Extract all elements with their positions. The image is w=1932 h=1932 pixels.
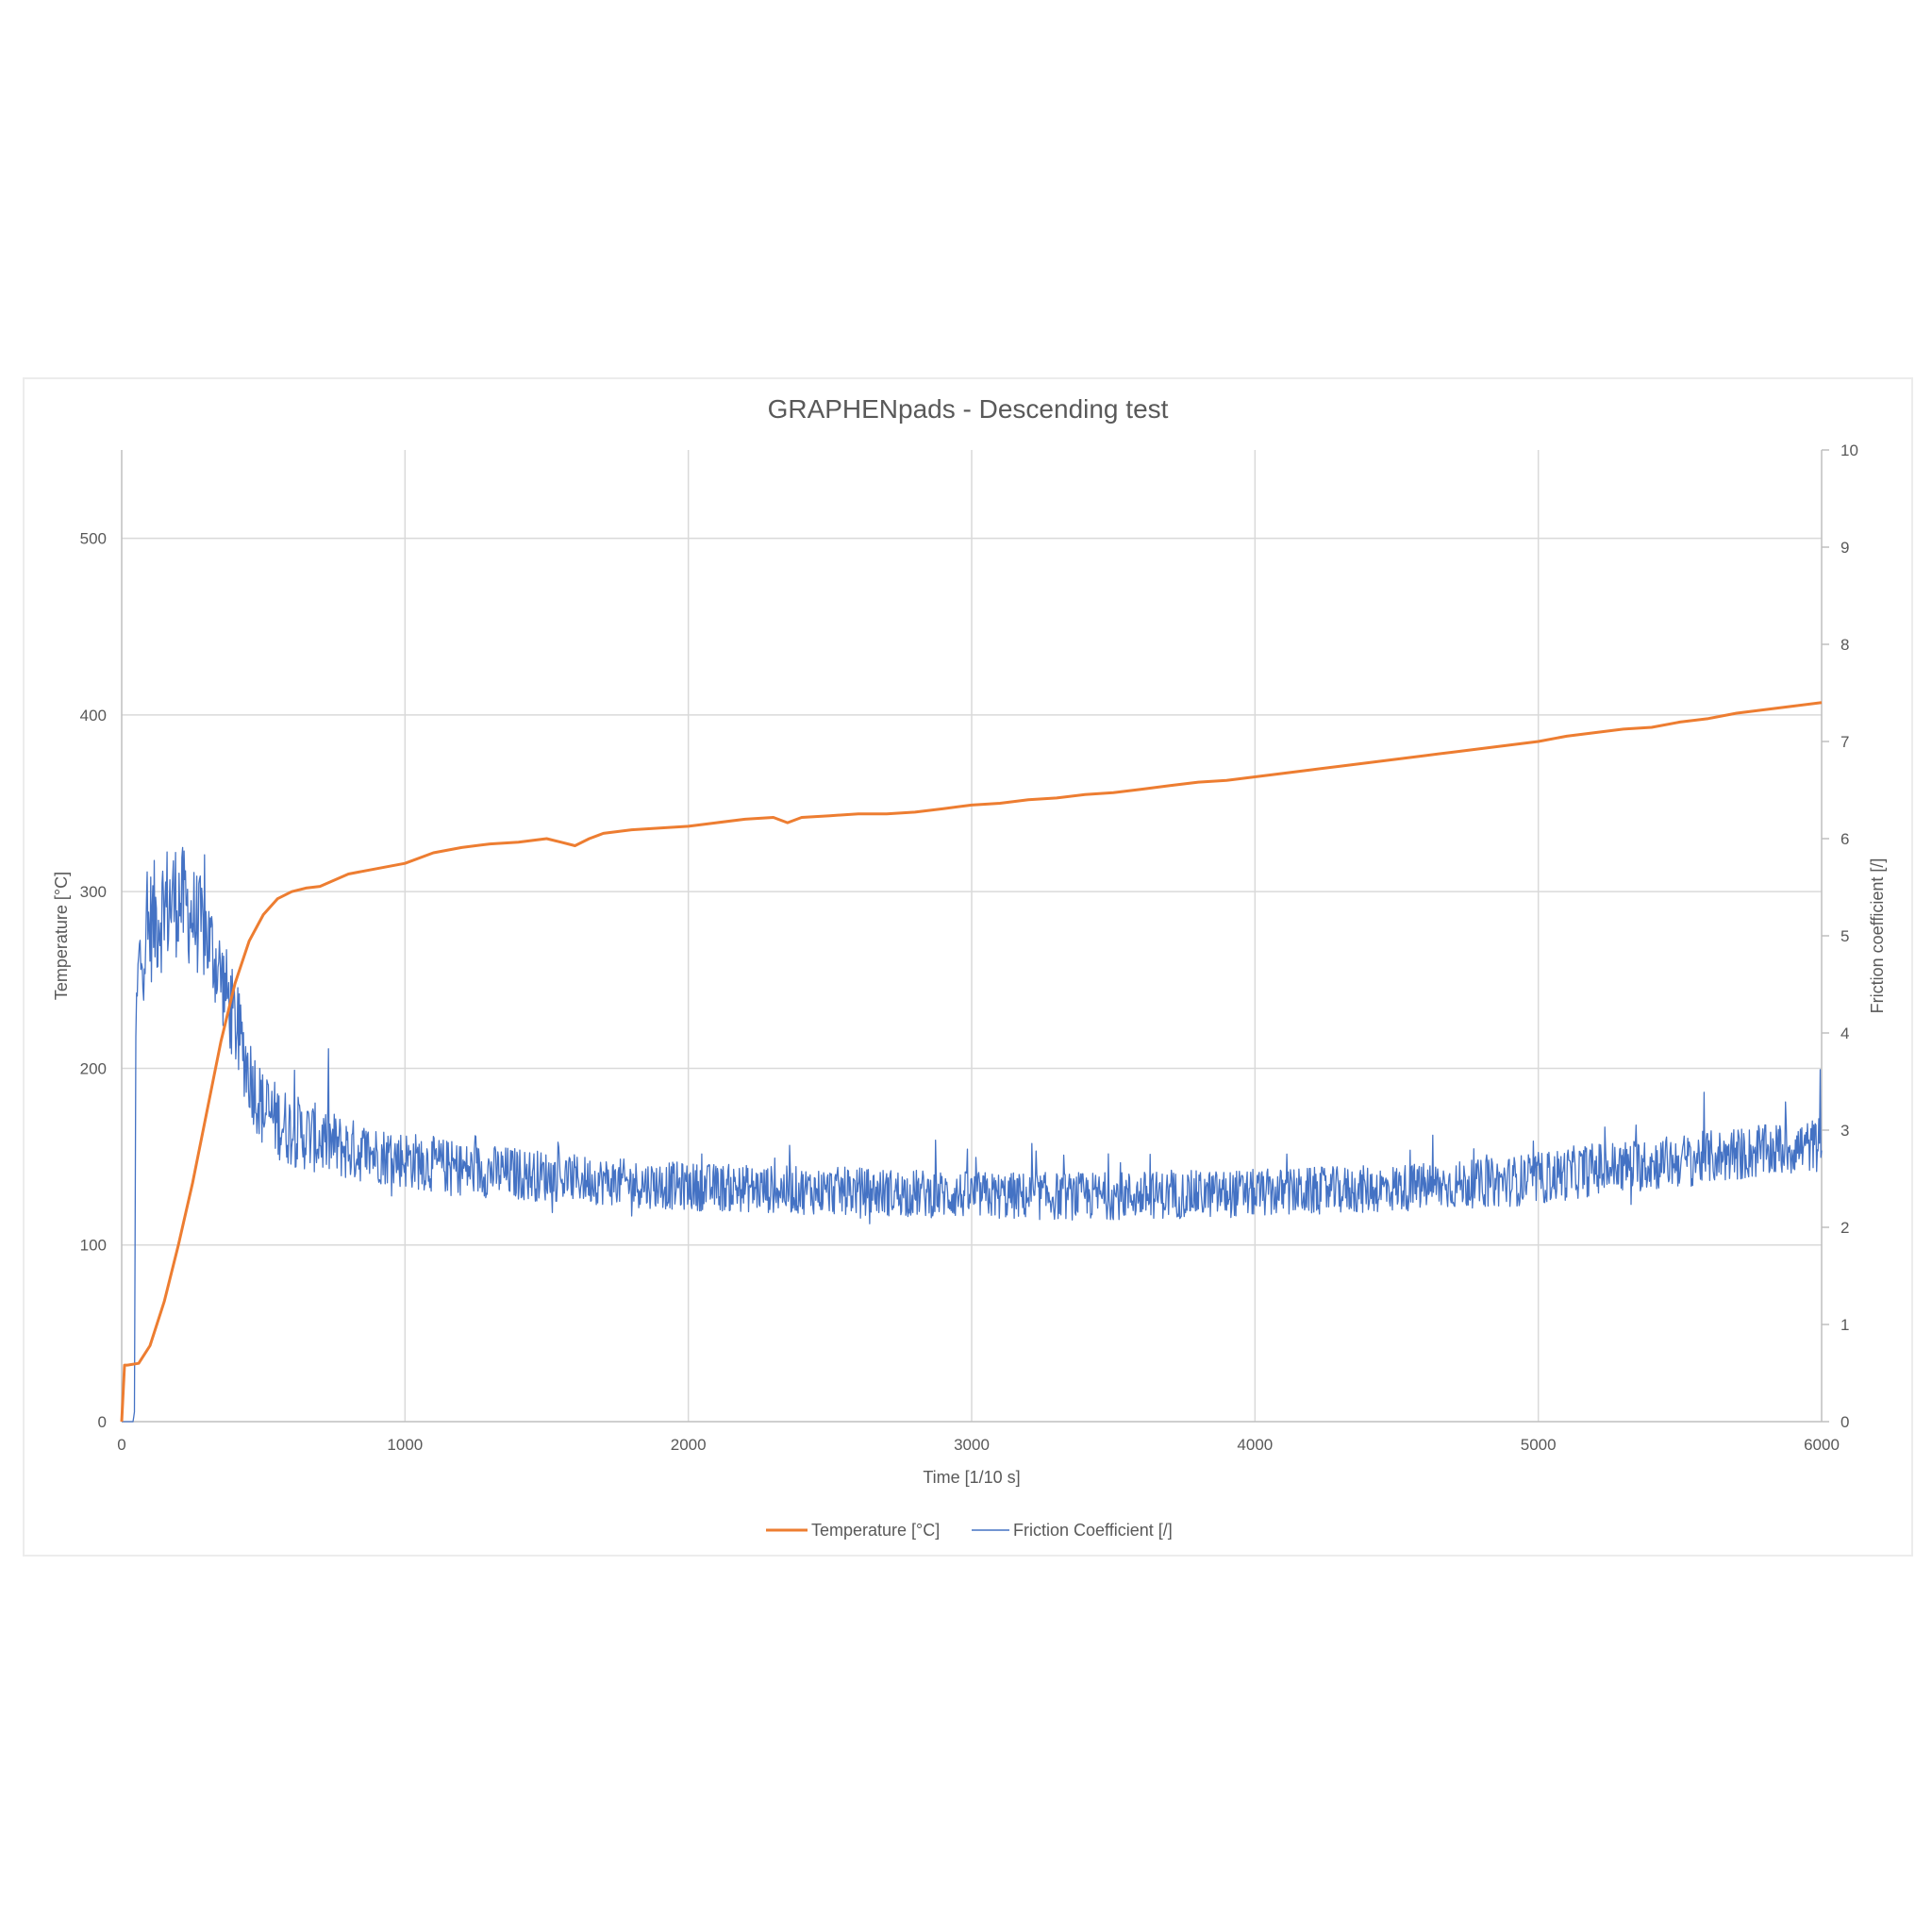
legend-label-temperature: Temperature [°C] (811, 1521, 940, 1540)
y-right-tick-label: 4 (1840, 1024, 1849, 1042)
x-tick-label: 6000 (1804, 1436, 1840, 1454)
legend: Temperature [°C] Friction Coefficient [/… (766, 1521, 1173, 1540)
x-tick-label: 5000 (1521, 1436, 1557, 1454)
x-tick-label: 0 (117, 1436, 125, 1454)
y-left-tick-label: 300 (80, 883, 107, 901)
y-left-tick-label: 500 (80, 530, 107, 548)
y-left-tick-label: 0 (98, 1413, 107, 1431)
y-right-tick-label: 10 (1840, 441, 1858, 459)
y-right-tick-label: 6 (1840, 830, 1849, 848)
y-right-tick-label: 2 (1840, 1219, 1849, 1237)
y-right-tick-label: 5 (1840, 927, 1849, 945)
x-tick-label: 4000 (1237, 1436, 1273, 1454)
x-axis-title: Time [1/10 s] (923, 1468, 1020, 1487)
y-right-tick-label: 1 (1840, 1316, 1849, 1334)
y-right-tick-label: 9 (1840, 539, 1849, 557)
series-layer (120, 701, 1823, 1423)
series-temperature-line (120, 701, 1823, 1423)
chart-frame (23, 377, 1913, 1557)
y-left-tick-label: 200 (80, 1059, 107, 1077)
y-axis-right-title: Friction coefficient [/] (1868, 858, 1887, 1014)
y-right-tick-label: 0 (1840, 1413, 1849, 1431)
gridlines (122, 450, 1822, 1422)
chart-title: GRAPHENpads - Descending test (768, 394, 1169, 424)
y-left-tick-label: 100 (80, 1237, 107, 1255)
y-axis-left-title: Temperature [°C] (52, 872, 71, 1000)
y-right-tick-label: 3 (1840, 1122, 1849, 1140)
x-tick-label: 1000 (387, 1436, 423, 1454)
y-left-tick-label: 400 (80, 707, 107, 724)
x-tick-label: 3000 (954, 1436, 990, 1454)
y-right-tick-label: 8 (1840, 636, 1849, 654)
legend-label-friction: Friction Coefficient [/] (1013, 1521, 1173, 1540)
y-right-tick-label: 7 (1840, 733, 1849, 751)
series-friction-coefficient-line (122, 846, 1823, 1423)
x-tick-label: 2000 (671, 1436, 707, 1454)
